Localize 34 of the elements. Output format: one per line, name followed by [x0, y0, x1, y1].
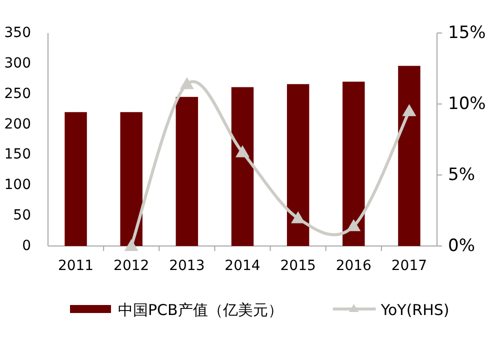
y2-tick-label: 5%: [448, 165, 475, 185]
point: [291, 211, 306, 224]
point: [124, 239, 138, 251]
y-tick-label: 250: [4, 86, 31, 102]
x-tick-label: 2013: [169, 258, 205, 274]
y-tick-label: 200: [4, 116, 31, 132]
y-tick-label: 300: [4, 55, 31, 72]
x-tick-label: 2014: [224, 258, 260, 274]
legend-label: 中国PCB产值（亿美元）: [118, 301, 283, 319]
bar: [342, 82, 365, 246]
bar: [120, 112, 142, 246]
x-tick-label: 2016: [336, 258, 372, 274]
bar: [398, 66, 420, 246]
y-tick-label: 0: [22, 238, 31, 254]
legend-label: YoY(RHS): [380, 301, 450, 319]
bar: [286, 84, 310, 246]
point: [180, 77, 194, 90]
bar: [176, 96, 198, 246]
y-tick-label: 50: [13, 208, 31, 224]
y-tick-label: 100: [4, 177, 31, 194]
y2-tick-label: 15%: [448, 23, 486, 43]
x-tick-label: 2017: [391, 258, 428, 274]
x-tick-label: 2015: [280, 258, 316, 274]
x-tick-label: 2011: [58, 258, 94, 274]
point: [236, 145, 250, 158]
y2-tick-label: 10%: [448, 94, 486, 114]
y-tick-label: 150: [4, 146, 31, 163]
bar: [64, 112, 87, 246]
point: [346, 219, 361, 232]
x-tick-label: 2012: [114, 258, 150, 274]
point: [402, 104, 416, 116]
y2-tick-label: 0%: [448, 236, 475, 256]
y-tick-label: 350: [4, 25, 31, 41]
bar: [231, 87, 254, 246]
